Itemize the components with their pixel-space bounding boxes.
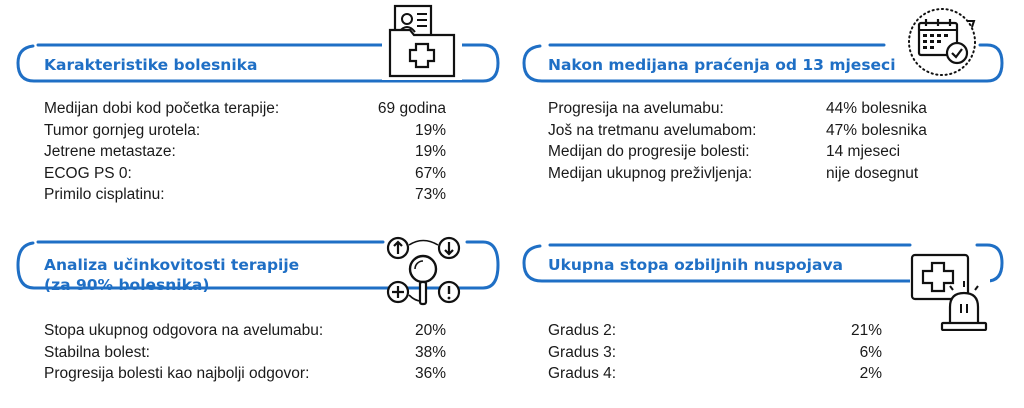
characteristics-rows: Medijan dobi kod početka terapije: 69 god… xyxy=(44,98,446,206)
characteristics-panel: Karakteristike bolesnika Medijan dobi ko… xyxy=(0,0,512,220)
efficacy-title-line1: Analiza učinkovitosti terapije xyxy=(44,256,300,274)
efficacy-title-line2: (za 90% bolesnika) xyxy=(44,276,210,294)
characteristics-title: Karakteristike bolesnika xyxy=(44,56,258,74)
efficacy-rows: Stopa ukupnog odgovora na avelumabu: 20% … xyxy=(44,320,446,385)
adverse-title: Ukupna stopa ozbiljnih nuspojava xyxy=(548,256,844,274)
followup-title: Nakon medijana praćenja od 13 mjeseci xyxy=(548,56,896,74)
table-row: Medijan do progresije bolesti: 14 mjeseci xyxy=(548,143,901,160)
efficacy-header-frame xyxy=(16,240,500,290)
table-row: Stopa ukupnog odgovora na avelumabu: 20% xyxy=(44,322,446,339)
followup-header-frame xyxy=(522,43,1004,83)
adverse-rows: Gradus 2: 21% Gradus 3: 6% Gradus 4: 2% xyxy=(548,320,882,385)
adverse-panel: Ukupna stopa ozbiljnih nuspojava Gradus … xyxy=(512,220,1024,408)
table-row: Jetrene metastaze: 19% xyxy=(44,143,446,160)
table-row: Medijan ukupnog preživljenja: nije dosegn… xyxy=(548,164,919,182)
characteristics-header-frame xyxy=(16,43,500,83)
followup-panel: Nakon medijana praćenja od 13 mjeseci Pr… xyxy=(512,0,1024,220)
table-row: ECOG PS 0: 67% xyxy=(44,164,446,182)
calendar-check-icon xyxy=(908,8,976,76)
table-row: Stabilna bolest: 38% xyxy=(44,343,446,361)
medical-alert-icon xyxy=(910,247,990,331)
efficacy-panel: Analiza učinkovitosti terapije (za 90% b… xyxy=(0,220,512,408)
patient-folder-icon xyxy=(382,0,462,80)
followup-rows: Progresija na avelumabu: 44% bolesnika Jo… xyxy=(548,98,968,184)
table-row: Gradus 4: 2% xyxy=(548,365,882,382)
table-row: Progresija na avelumabu: 44% bolesnika xyxy=(548,100,927,117)
analysis-magnifier-icon xyxy=(386,236,461,306)
table-row: Gradus 3: 6% xyxy=(548,343,882,361)
table-row: Medijan dobi kod početka terapije: 69 god… xyxy=(44,100,446,117)
table-row: Još na tretmanu avelumabom: 47% bolesnika xyxy=(548,121,927,139)
table-row: Primilo cisplatinu: 73% xyxy=(44,186,446,203)
table-row: Gradus 2: 21% xyxy=(548,322,882,339)
table-row: Tumor gornjeg urotela: 19% xyxy=(44,121,446,139)
table-row: Progresija bolesti kao najbolji odgovor:… xyxy=(44,365,446,382)
